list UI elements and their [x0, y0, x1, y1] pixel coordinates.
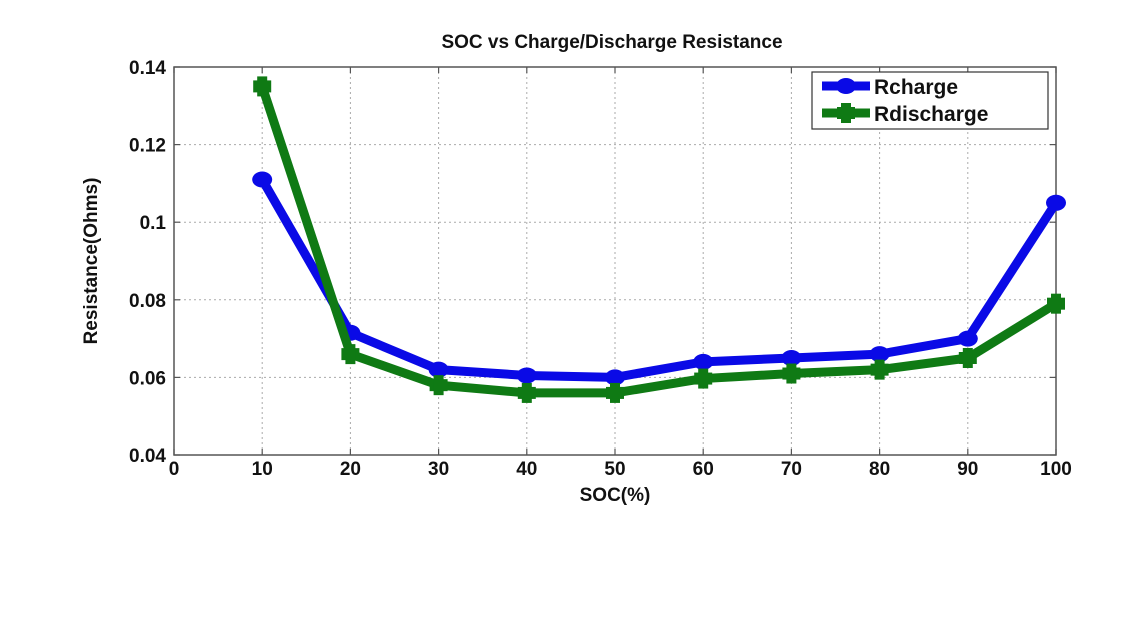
- data-point: [1046, 194, 1066, 211]
- x-tick-label: 60: [693, 459, 714, 480]
- series-line: [257, 81, 1061, 398]
- legend-item-rcharge: Rcharge: [822, 76, 958, 99]
- y-tick-label: 0.12: [129, 136, 166, 157]
- x-axis-label: SOC(%): [580, 485, 651, 506]
- data-point: [1047, 293, 1065, 314]
- legend-marker: [836, 78, 856, 94]
- data-point: [517, 382, 536, 403]
- y-axis-label: Resistance(Ohms): [81, 178, 102, 345]
- y-tick-label: 0.04: [129, 446, 166, 467]
- data-point: [694, 368, 713, 389]
- legend-marker: [837, 103, 855, 123]
- data-point: [957, 330, 978, 347]
- series-line: [257, 175, 1061, 382]
- series-layer: [252, 76, 1066, 403]
- series-rcharge: [252, 171, 1066, 386]
- data-point: [341, 344, 360, 365]
- data-point: [253, 76, 272, 97]
- data-point: [781, 350, 802, 366]
- data-point: [606, 382, 624, 403]
- data-point: [516, 367, 537, 384]
- chart-title: SOC vs Charge/Discharge Resistance: [441, 32, 782, 53]
- series-rdischarge: [253, 76, 1065, 403]
- x-tick-label: 70: [781, 459, 802, 480]
- x-tick-label: 50: [604, 459, 625, 480]
- x-tick-label: 10: [252, 459, 273, 480]
- y-tick-label: 0.14: [129, 58, 166, 79]
- data-point: [429, 375, 448, 396]
- legend: Rcharge Rdischarge: [811, 71, 1049, 130]
- x-tick-label: 100: [1040, 459, 1072, 480]
- y-tick-label: 0.1: [140, 213, 167, 234]
- x-tick-label: 80: [869, 459, 890, 480]
- data-point: [605, 369, 625, 386]
- data-point: [252, 171, 273, 188]
- data-point: [693, 353, 714, 370]
- x-tick-label: 30: [428, 459, 449, 480]
- legend-item-rdischarge: Rdischarge: [822, 103, 988, 126]
- y-tick-label: 0.08: [129, 291, 166, 312]
- data-point: [869, 346, 890, 363]
- axis-ticks: 0 10 20 30 40 50 60 70 80 90 100 0.04 0.06 0.08 0.1 0.1…: [129, 58, 1072, 480]
- legend-label: Rcharge: [874, 76, 958, 99]
- data-point: [428, 361, 449, 378]
- x-tick-label: 0: [169, 459, 180, 480]
- data-point: [958, 348, 977, 368]
- data-point: [782, 363, 801, 384]
- x-tick-label: 20: [340, 459, 361, 480]
- x-tick-label: 40: [516, 459, 537, 480]
- y-tick-label: 0.06: [129, 368, 166, 389]
- data-point: [870, 359, 889, 380]
- x-tick-label: 90: [957, 459, 978, 480]
- legend-label: Rdischarge: [874, 103, 988, 126]
